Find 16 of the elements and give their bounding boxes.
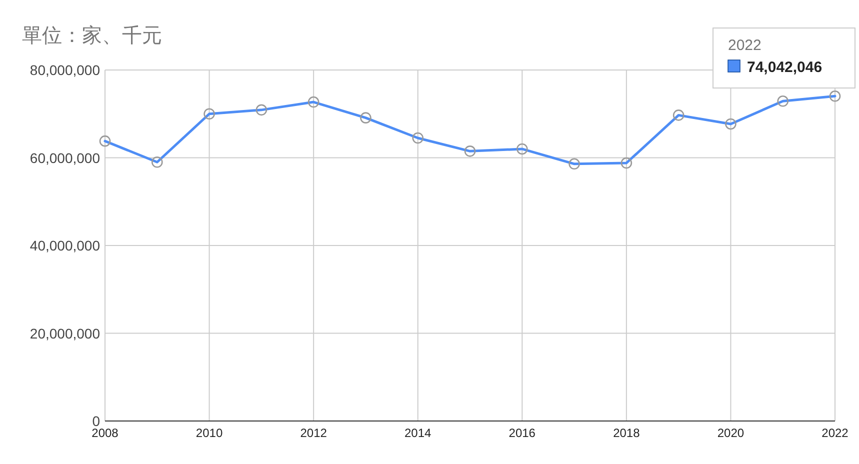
y-tick-label: 20,000,000 [30,325,100,342]
y-tick-label: 60,000,000 [30,150,100,166]
y-tick-label: 80,000,000 [30,62,100,78]
y-tick-label: 0 [92,413,100,429]
x-tick-label: 2014 [404,426,432,440]
annotation: 74,042,046 [747,59,822,76]
x-tick-label: 2010 [196,426,223,440]
x-tick-label: 2012 [300,426,328,440]
x-tick-label: 2022 [822,426,849,440]
x-tick-label: 2008 [92,426,119,440]
x-tick-label: 2020 [717,426,744,440]
x-tick-label: 2016 [508,426,536,440]
tooltip: 2022 74,042,046 [712,28,856,88]
x-tick-label: 2018 [613,426,640,440]
title: 單位：家、千元 [22,25,162,47]
y-tick-label: 40,000,000 [30,238,100,254]
